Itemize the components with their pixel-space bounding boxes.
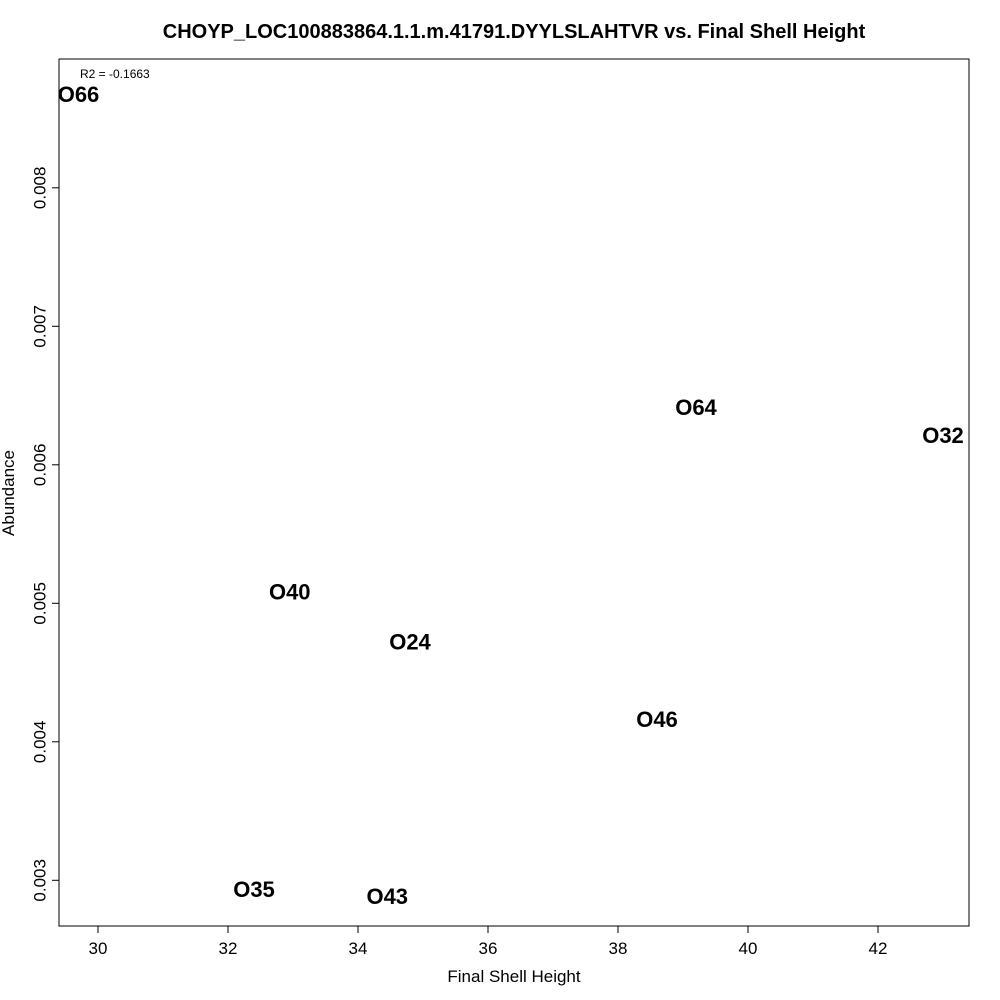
point-label-o66: O66 xyxy=(58,82,100,107)
y-axis-label: Abundance xyxy=(0,450,18,536)
y-tick-label: 0.008 xyxy=(30,167,49,210)
chart-title: CHOYP_LOC100883864.1.1.m.41791.DYYLSLAHT… xyxy=(163,21,866,43)
x-axis-label: Final Shell Height xyxy=(447,967,581,986)
point-label-o40: O40 xyxy=(269,579,311,604)
y-tick-label: 0.004 xyxy=(30,721,49,764)
point-labels: O66 O64 O32 O40 O24 O46 O35 O43 xyxy=(58,82,964,909)
point-label-o24: O24 xyxy=(389,629,431,654)
x-tick-label: 36 xyxy=(479,939,498,958)
x-tick-label: 40 xyxy=(739,939,758,958)
x-tick-label: 30 xyxy=(89,939,108,958)
y-tick-label: 0.005 xyxy=(30,582,49,625)
point-label-o35: O35 xyxy=(233,877,275,902)
x-tick-label: 32 xyxy=(219,939,238,958)
x-axis: 30 32 34 36 38 40 42 xyxy=(89,925,888,958)
point-label-o64: O64 xyxy=(675,395,717,420)
y-axis: 0.003 0.004 0.005 0.006 0.007 0.008 xyxy=(30,167,60,902)
point-label-o43: O43 xyxy=(366,884,408,909)
x-tick-label: 38 xyxy=(609,939,628,958)
y-tick-label: 0.007 xyxy=(30,305,49,348)
point-label-o46: O46 xyxy=(636,707,678,732)
x-tick-label: 42 xyxy=(869,939,888,958)
plot-frame xyxy=(58,58,970,927)
y-tick-label: 0.003 xyxy=(30,859,49,902)
point-label-o32: O32 xyxy=(922,423,964,448)
x-tick-label: 34 xyxy=(349,939,368,958)
r2-annotation: R2 = -0.1663 xyxy=(80,67,150,81)
y-tick-label: 0.006 xyxy=(30,444,49,487)
